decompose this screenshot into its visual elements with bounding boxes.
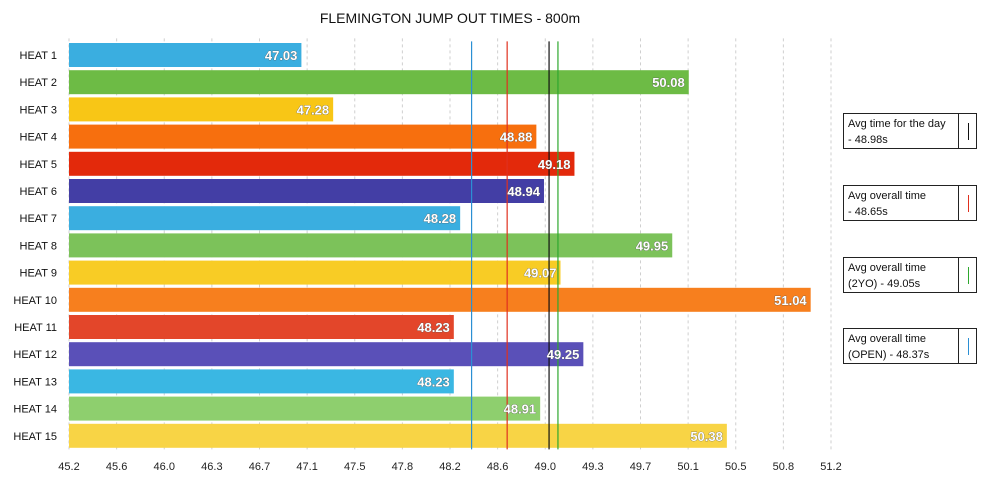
bar	[69, 287, 811, 312]
bar	[69, 151, 575, 176]
bar	[69, 233, 673, 258]
x-tick-label: 50.1	[677, 461, 698, 473]
legend-label: (OPEN) - 48.37s	[848, 349, 930, 361]
legend-divider	[958, 114, 959, 148]
x-tick-label: 47.1	[296, 461, 317, 473]
category-label: HEAT 15	[13, 431, 57, 443]
x-tick-label: 49.3	[582, 461, 603, 473]
category-label: HEAT 4	[20, 132, 58, 144]
category-label: HEAT 13	[13, 376, 57, 388]
value-label: 47.03	[265, 48, 298, 63]
category-label: HEAT 7	[20, 213, 58, 225]
value-label: 48.23	[417, 320, 450, 335]
value-label: 48.88	[500, 130, 533, 145]
value-label: 48.94	[507, 184, 540, 199]
category-label: HEAT 9	[20, 268, 58, 280]
x-tick-label: 51.2	[820, 461, 841, 473]
bar	[69, 97, 334, 122]
bars	[69, 43, 811, 448]
category-label: HEAT 6	[20, 186, 58, 198]
x-tick-label: 48.2	[439, 461, 460, 473]
bar	[69, 315, 454, 339]
legend-item-overall-avg: Avg overall time - 48.65s	[843, 185, 977, 221]
x-tick-label: 49.7	[630, 461, 651, 473]
x-tick-label: 46.3	[201, 461, 222, 473]
legend-swatch	[968, 338, 969, 355]
value-label: 49.18	[538, 157, 571, 172]
legend-item-open-avg: Avg overall time (OPEN) - 48.37s	[843, 328, 977, 364]
legend-label: Avg overall time	[848, 190, 927, 202]
x-tick-label: 47.5	[344, 461, 365, 473]
reference-lines	[470, 41, 559, 450]
bar	[69, 342, 584, 367]
category-label: HEAT 8	[20, 240, 58, 252]
value-label: 50.08	[652, 75, 685, 90]
x-tick-label: 45.6	[106, 461, 127, 473]
bar	[69, 206, 461, 231]
bar	[69, 260, 561, 285]
value-label: 48.23	[417, 374, 450, 389]
legend-label: Avg overall time	[848, 262, 927, 274]
legend-swatch	[968, 267, 969, 284]
x-tick-label: 48.6	[487, 461, 508, 473]
value-labels: 47.03 50.08 47.28 48.88 49.18 48.94 48.28 49.95…	[265, 48, 808, 444]
x-tick-labels: 45.2 45.6 46.0 46.3 46.7 47.1 47.5 47.8 48.2 48.6…	[58, 461, 841, 473]
category-label: HEAT 12	[13, 349, 57, 361]
x-tick-label: 50.5	[725, 461, 746, 473]
category-label: HEAT 3	[20, 104, 58, 116]
legend-label: Avg time for the day	[848, 118, 946, 130]
category-label: HEAT 14	[13, 404, 57, 416]
value-label: 49.25	[547, 347, 580, 362]
category-label: HEAT 10	[13, 295, 57, 307]
category-label: HEAT 5	[20, 159, 58, 171]
x-tick-label: 47.8	[392, 461, 413, 473]
value-label: 48.91	[504, 402, 537, 417]
bar	[69, 70, 689, 95]
legend-label: - 48.98s	[848, 134, 888, 146]
value-label: 51.04	[774, 293, 807, 308]
legend-label: (2YO) - 49.05s	[848, 278, 921, 290]
value-label: 49.07	[524, 266, 557, 281]
bar	[69, 179, 544, 203]
value-label: 49.95	[636, 238, 669, 253]
bar	[69, 423, 727, 448]
legend-item-day-avg: Avg time for the day - 48.98s	[843, 113, 977, 149]
chart-title: FLEMINGTON JUMP OUT TIMES - 800m	[320, 10, 580, 26]
x-tick-label: 46.7	[249, 461, 270, 473]
x-tick-label: 45.2	[58, 461, 79, 473]
value-label: 47.28	[297, 102, 330, 117]
x-tick-label: 50.8	[773, 461, 794, 473]
bar	[69, 43, 302, 67]
bar	[69, 369, 454, 394]
legend-label: - 48.65s	[848, 206, 888, 218]
legend-divider	[958, 186, 959, 220]
x-tick-label: 49.0	[535, 461, 556, 473]
legend-swatch	[968, 195, 969, 212]
legend-divider	[958, 258, 959, 292]
value-label: 48.28	[424, 211, 457, 226]
x-tick-label: 46.0	[154, 461, 175, 473]
bar	[69, 396, 541, 421]
category-label: HEAT 1	[20, 50, 58, 62]
category-label: HEAT 11	[14, 322, 57, 334]
category-labels: HEAT 1 HEAT 2 HEAT 3 HEAT 4 HEAT 5 HEAT 6 HEAT…	[13, 50, 57, 443]
category-label: HEAT 2	[20, 77, 58, 89]
value-label: 50.38	[690, 429, 723, 444]
legend-divider	[958, 329, 959, 363]
legend-item-2yo-avg: Avg overall time (2YO) - 49.05s	[843, 257, 977, 293]
legend-label: Avg overall time	[848, 333, 927, 345]
bar	[69, 124, 537, 149]
legend-swatch	[968, 123, 969, 140]
